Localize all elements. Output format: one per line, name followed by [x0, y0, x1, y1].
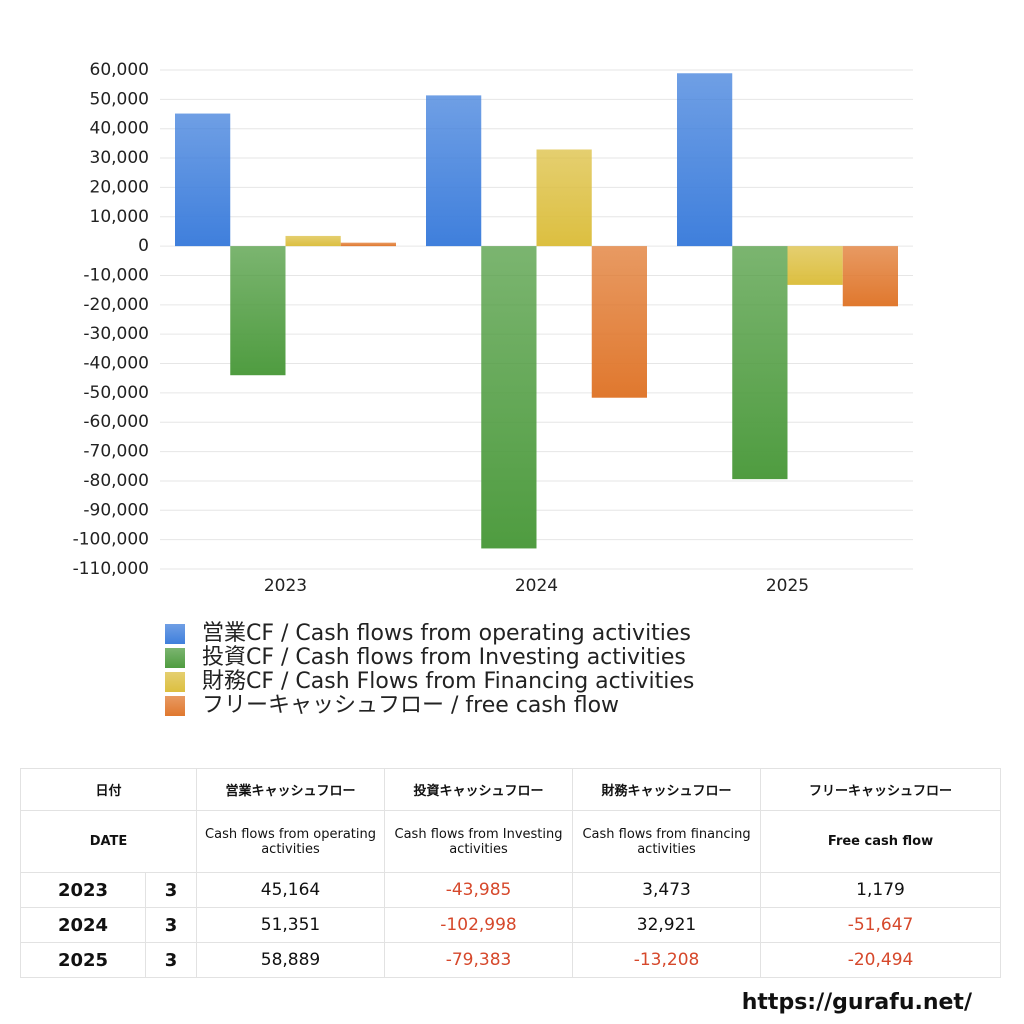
subheader-cell: Cash flows from operating activities — [196, 810, 386, 873]
table-cell: 2025 — [20, 942, 146, 978]
data-row: 2025 3 58,889 -79,383 -13,208 -20,494 — [20, 942, 1002, 978]
header-cell: 財務キャッシュフロー — [572, 768, 762, 811]
subheader-row: DATE Cash flows from operating activitie… — [19, 810, 1002, 873]
table-cell: 58,889 — [196, 942, 386, 978]
y-tick-label: 40,000 — [90, 119, 149, 139]
y-tick-label: 0 — [138, 236, 149, 256]
header-cell: 投資キャッシュフロー — [384, 768, 574, 811]
y-tick-label: -60,000 — [83, 412, 149, 432]
bar — [677, 73, 733, 247]
x-tick-label: 2023 — [264, 576, 307, 596]
header-row: 日付 営業キャッシュフロー 投資キャッシュフロー 財務キャッシュフロー フリーキ… — [19, 768, 1002, 811]
header-cell: 日付 — [19, 768, 198, 811]
table-cell: 3 — [144, 907, 198, 943]
y-tick-label: -50,000 — [83, 383, 149, 403]
y-tick-label: 10,000 — [90, 207, 149, 227]
data-row: 2023 3 45,164 -43,985 3,473 1,179 — [20, 872, 1002, 908]
data-table: 日付 営業キャッシュフロー 投資キャッシュフロー 財務キャッシュフロー フリーキ… — [19, 768, 1002, 978]
table-cell: 51,351 — [196, 907, 386, 943]
table-cell: 2024 — [20, 907, 146, 943]
table-cell: 3,473 — [572, 872, 762, 908]
subheader-cell: Cash flows from Investing activities — [384, 810, 574, 873]
legend-swatch — [165, 696, 185, 716]
legend-swatch — [165, 648, 185, 668]
y-tick-label: -100,000 — [73, 530, 149, 550]
site-url: https://gurafu.net/ — [741, 990, 972, 1015]
bar — [426, 95, 482, 247]
table-cell: 1,179 — [760, 872, 1002, 908]
legend-label: フリーキャッシュフロー / free cash flow — [202, 693, 619, 718]
y-tick-label: -40,000 — [83, 354, 149, 374]
bar — [536, 149, 592, 247]
table-cell: -20,494 — [760, 942, 1002, 978]
y-tick-label: 20,000 — [90, 177, 149, 197]
table-cell: -13,208 — [572, 942, 762, 978]
y-tick-label: 30,000 — [90, 148, 149, 168]
bar — [481, 246, 537, 549]
y-tick-label: -110,000 — [73, 559, 149, 579]
y-tick-label: -10,000 — [83, 265, 149, 285]
y-tick-label: -30,000 — [83, 324, 149, 344]
legend-label: 財務CF / Cash Flows from Financing activit… — [202, 669, 694, 694]
legend-label: 投資CF / Cash flows from Investing activit… — [202, 645, 686, 670]
x-tick-label: 2025 — [766, 576, 809, 596]
table-cell: -102,998 — [384, 907, 574, 943]
table-cell: -51,647 — [760, 907, 1002, 943]
bar — [732, 246, 788, 480]
table-cell: 32,921 — [572, 907, 762, 943]
header-cell: 営業キャッシュフロー — [196, 768, 386, 811]
bar — [842, 246, 898, 307]
y-tick-label: -20,000 — [83, 295, 149, 315]
data-row: 2024 3 51,351 -102,998 32,921 -51,647 — [20, 907, 1002, 943]
header-cell: フリーキャッシュフロー — [760, 768, 1002, 811]
table-cell: -43,985 — [384, 872, 574, 908]
y-tick-label: 60,000 — [90, 60, 149, 80]
legend-swatch — [165, 672, 185, 692]
y-tick-label: -80,000 — [83, 471, 149, 491]
table-cell: -79,383 — [384, 942, 574, 978]
subheader-cell: DATE — [19, 810, 198, 873]
y-tick-label: -70,000 — [83, 442, 149, 462]
bar — [175, 113, 231, 247]
bar — [787, 246, 843, 285]
bar — [230, 246, 286, 376]
table-cell: 3 — [144, 942, 198, 978]
chart: 60,000 50,000 40,000 30,000 20,000 10,000 0 -10… — [73, 60, 913, 718]
table-cell: 2023 — [20, 872, 146, 908]
y-tick-label: 50,000 — [90, 89, 149, 109]
bar — [340, 242, 396, 247]
bar — [285, 235, 341, 247]
subheader-cell: Free cash flow — [760, 810, 1002, 873]
table-cell: 45,164 — [196, 872, 386, 908]
table-cell: 3 — [144, 872, 198, 908]
y-tick-label: -90,000 — [83, 500, 149, 520]
legend-swatch — [165, 624, 185, 644]
x-tick-label: 2024 — [515, 576, 558, 596]
legend-label: 営業CF / Cash flows from operating activit… — [202, 621, 691, 646]
subheader-cell: Cash flows from financing activities — [572, 810, 762, 873]
bar — [591, 246, 647, 398]
